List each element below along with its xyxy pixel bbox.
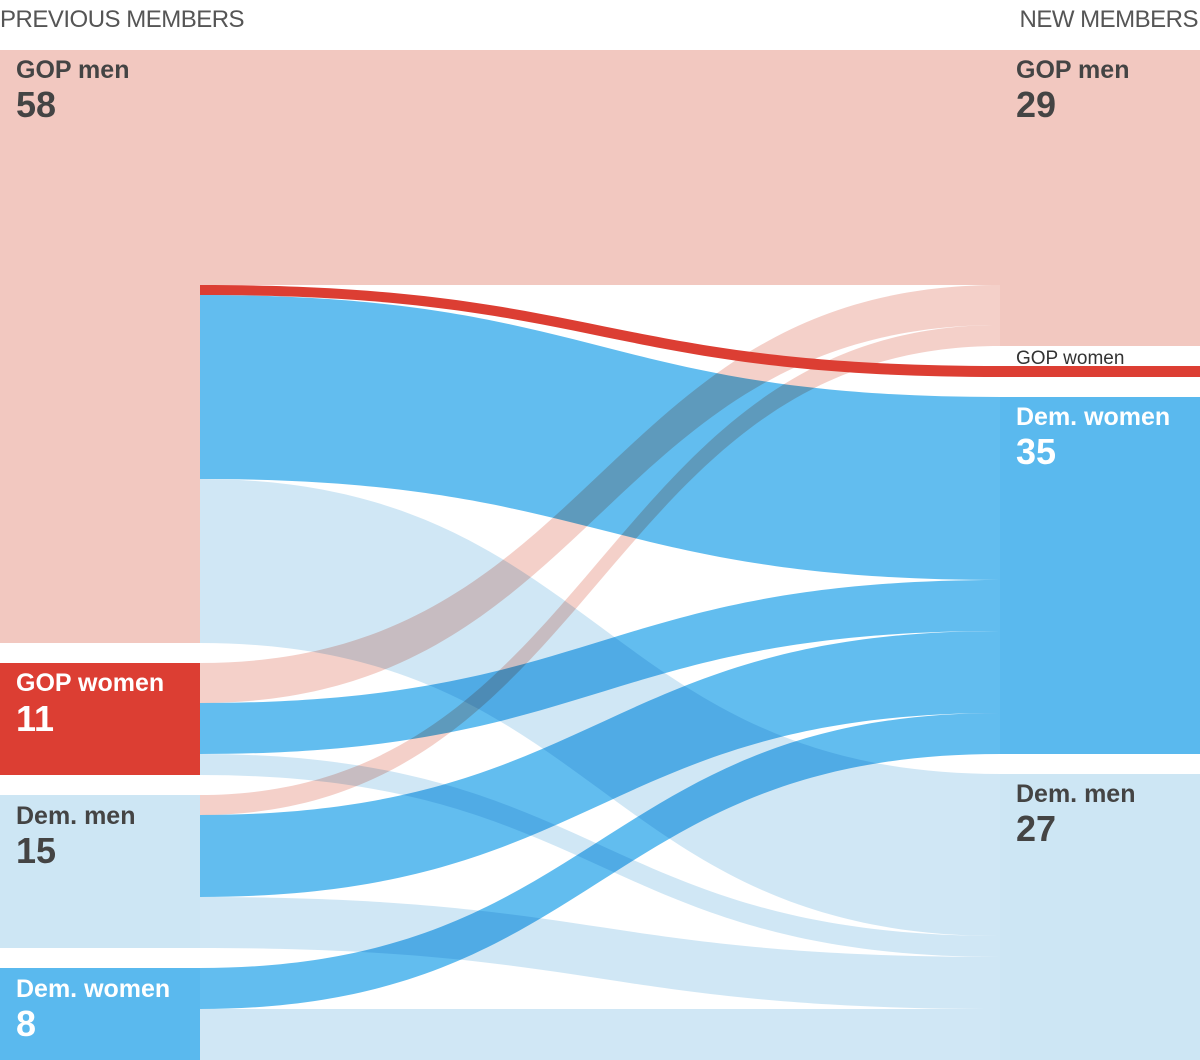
previous-members-header: PREVIOUS MEMBERS bbox=[0, 6, 244, 33]
right-label-gop-men-name: GOP men bbox=[1016, 56, 1129, 84]
right-label-gop-women-name: GOP women bbox=[1016, 348, 1124, 369]
left-label-dem-men-value: 15 bbox=[16, 830, 56, 871]
new-member-blocks bbox=[1000, 50, 1200, 1060]
left-node-gop-men bbox=[0, 50, 200, 643]
right-label-gop-men-value: 29 bbox=[1016, 84, 1056, 125]
flow-dem-men-to-dem-men bbox=[200, 897, 1000, 1009]
right-node-dem-women bbox=[1000, 397, 1200, 754]
flow-dem-men-to-gop-men bbox=[200, 325, 1000, 815]
left-node-gop-women bbox=[0, 663, 200, 775]
previous-member-blocks bbox=[0, 50, 200, 1060]
right-node-gop-men bbox=[1000, 50, 1200, 346]
flow-dem-women-to-dem-women bbox=[200, 713, 1000, 1009]
right-label-dem-women-name: Dem. women bbox=[1016, 403, 1170, 431]
left-label-gop-men-name: GOP men bbox=[16, 56, 129, 84]
right-node-dem-men bbox=[1000, 774, 1200, 1060]
left-label-gop-men-value: 58 bbox=[16, 84, 56, 125]
flow-gop-men-to-dem-men bbox=[200, 479, 1000, 936]
left-node-dem-men bbox=[0, 795, 200, 948]
flow-dem-men-to-dem-women bbox=[200, 631, 1000, 897]
left-node-dem-women bbox=[0, 968, 200, 1060]
right-label-dem-women-value: 35 bbox=[1016, 431, 1056, 472]
flow-dem-women-to-dem-men bbox=[200, 1009, 1000, 1060]
flow-gop-women-to-dem-women bbox=[200, 580, 1000, 754]
flow-gop-men-to-gop-women bbox=[200, 285, 1000, 377]
left-label-gop-women-name: GOP women bbox=[16, 669, 164, 697]
right-label-dem-men-value: 27 bbox=[1016, 808, 1056, 849]
flow-gop-men-to-gop-men bbox=[200, 50, 1000, 285]
flow-gop-men-to-dem-women bbox=[200, 295, 1000, 580]
right-label-dem-men-name: Dem. men bbox=[1016, 780, 1135, 808]
left-label-dem-men-name: Dem. men bbox=[16, 802, 135, 830]
flow-bands bbox=[200, 50, 1000, 1060]
right-node-gop-women bbox=[1000, 366, 1200, 377]
left-label-dem-women-value: 8 bbox=[16, 1003, 36, 1044]
new-members-header: NEW MEMBERS bbox=[1019, 6, 1198, 33]
left-label-dem-women-name: Dem. women bbox=[16, 975, 170, 1003]
left-label-gop-women-value: 11 bbox=[16, 698, 54, 739]
